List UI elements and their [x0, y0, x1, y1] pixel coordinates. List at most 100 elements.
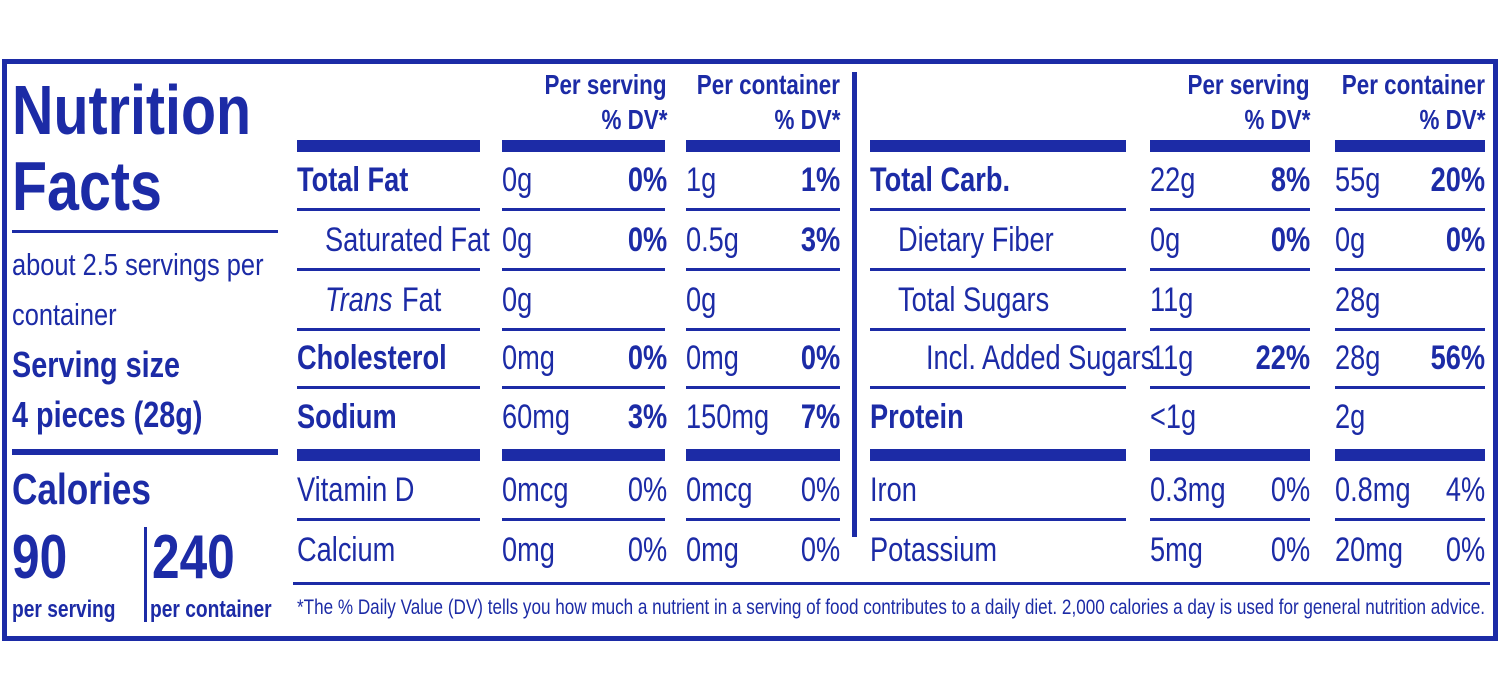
daily-value: 0% [627, 470, 667, 509]
row-rule [1335, 328, 1485, 331]
amount: 0g [502, 280, 533, 319]
column-header: % DV* [601, 104, 667, 136]
amount: 0g [686, 280, 717, 319]
footnote: *The % Daily Value (DV) tells you how mu… [297, 596, 1485, 620]
row-rule [502, 328, 665, 331]
amount: 22g [1150, 160, 1196, 199]
amount: 60mg [502, 397, 571, 436]
calories-basis: per serving [12, 595, 116, 623]
label-border [2, 59, 1498, 641]
row-rule [1335, 268, 1485, 271]
nutrient-name: Total Fat [297, 160, 409, 199]
daily-value: 20% [1430, 160, 1485, 199]
daily-value: 8% [1270, 160, 1310, 199]
row-rule [870, 268, 1126, 271]
column-divider [852, 72, 857, 537]
daily-value: 22% [1255, 338, 1310, 377]
row-rule [297, 386, 480, 389]
column-header: Per serving [1187, 69, 1310, 101]
nutrient-name: Iron [870, 470, 917, 509]
title-rule [12, 230, 278, 233]
row-rule [502, 208, 665, 211]
amount: 0g [502, 160, 533, 199]
calories-value: 90 [12, 522, 68, 592]
nutrient-name: Dietary Fiber [898, 220, 1054, 259]
thick-rule [297, 140, 480, 152]
thick-rule [870, 140, 1126, 152]
amount: 2g [1335, 397, 1366, 436]
column-header: % DV* [1419, 104, 1485, 136]
amount: 55g [1335, 160, 1381, 199]
daily-value: 0% [627, 530, 667, 569]
amount: 28g [1335, 280, 1381, 319]
thick-rule [502, 140, 665, 152]
row-rule [297, 518, 480, 521]
daily-value: 0% [627, 160, 667, 199]
column-header: Per container [696, 69, 840, 101]
nutrient-name: Cholesterol [297, 338, 447, 377]
nutrient-name: Total Carb. [870, 160, 1011, 199]
column-header: % DV* [1244, 104, 1310, 136]
footnote-rule [293, 582, 1490, 585]
daily-value: 0% [1445, 220, 1485, 259]
row-rule [870, 518, 1126, 521]
calories-value: 240 [152, 522, 235, 592]
column-header: Per container [1341, 69, 1485, 101]
nutrient-name: Fat [401, 280, 441, 319]
thick-rule [686, 140, 840, 152]
amount: 0mcg [502, 470, 569, 509]
daily-value: 56% [1430, 338, 1485, 377]
row-rule [870, 386, 1126, 389]
daily-value: 0% [627, 338, 667, 377]
amount: 0mg [686, 338, 739, 377]
daily-value: 0% [627, 220, 667, 259]
thick-rule [1150, 140, 1310, 152]
row-rule [1335, 386, 1485, 389]
amount: 0.5g [686, 220, 739, 259]
nutrient-name: Sodium [297, 397, 397, 436]
daily-value: 0% [800, 530, 840, 569]
row-rule [686, 328, 840, 331]
serving-size-label: Serving size [12, 344, 181, 386]
row-rule [1335, 208, 1485, 211]
amount: 28g [1335, 338, 1381, 377]
amount: 11g [1150, 280, 1194, 319]
row-rule [686, 518, 840, 521]
row-rule [1335, 518, 1485, 521]
daily-value: 0% [1270, 220, 1310, 259]
calories-label: Calories [12, 464, 151, 514]
serving-size: 4 pieces (28g) [12, 394, 203, 436]
amount: 0mg [502, 530, 555, 569]
amount: 11g [1150, 338, 1194, 377]
title: Nutrition Facts [12, 71, 252, 225]
nutrient-name: Calcium [297, 530, 396, 569]
thick-rule [870, 449, 1126, 461]
thick-rule [297, 449, 480, 461]
nutrient-name: Total Sugars [898, 280, 1050, 319]
column-header: % DV* [774, 104, 840, 136]
daily-value: 0% [800, 338, 840, 377]
daily-value: 7% [800, 397, 840, 436]
row-rule [297, 268, 480, 271]
amount: 0.3mg [1150, 470, 1226, 509]
amount: 0mg [686, 530, 739, 569]
row-rule [1150, 268, 1310, 271]
amount: 20mg [1335, 530, 1404, 569]
servings: about 2.5 servings per container [12, 247, 264, 332]
calories-basis: per container [150, 595, 272, 623]
amount: 0g [1335, 220, 1366, 259]
amount: 0mg [502, 338, 555, 377]
column-header: Per serving [544, 69, 667, 101]
daily-value: 0% [1270, 470, 1310, 509]
daily-value: 0% [1270, 530, 1310, 569]
amount: 5mg [1150, 530, 1203, 569]
row-rule [502, 386, 665, 389]
thick-rule [1150, 449, 1310, 461]
daily-value: 3% [800, 220, 840, 259]
amount: <1g [1150, 397, 1197, 436]
row-rule [1150, 386, 1310, 389]
nutrient-name: Protein [870, 397, 964, 436]
nutrient-name: Incl. Added Sugars [926, 338, 1155, 377]
row-rule [686, 208, 840, 211]
